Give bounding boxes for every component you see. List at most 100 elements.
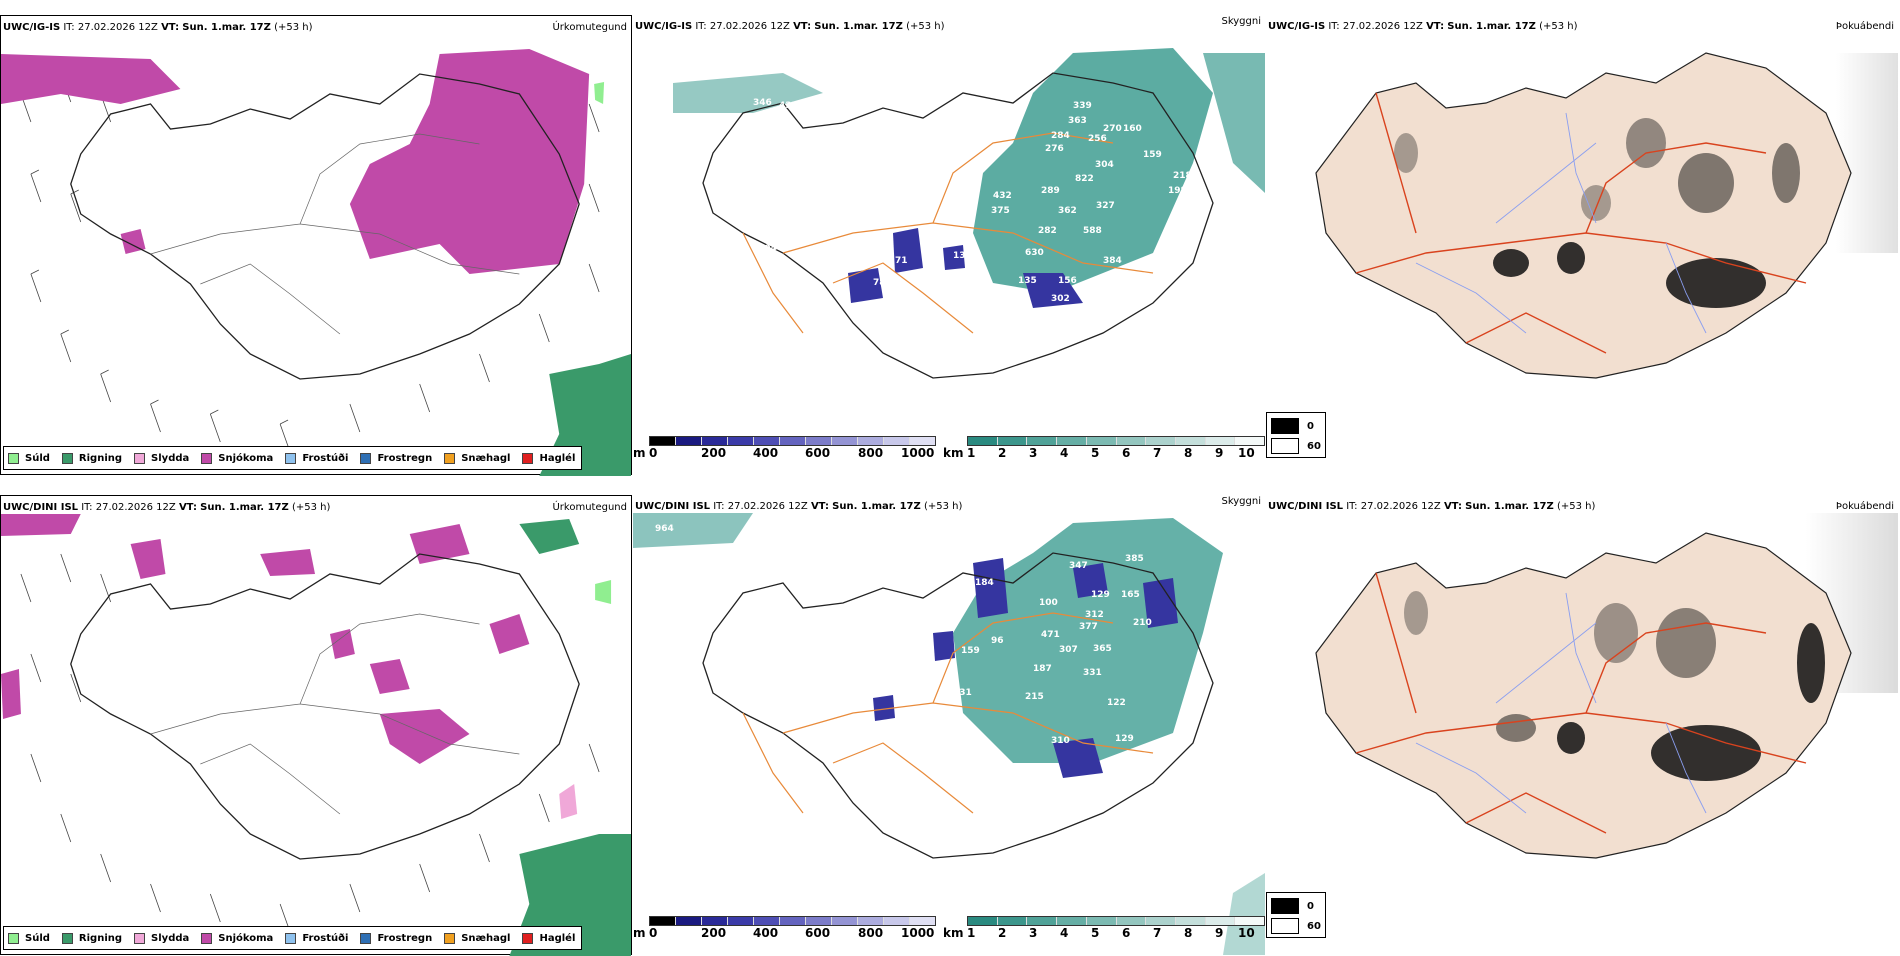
cloud-panel-bottom: UWC/DINI ISL IT: 27.02.2026 12Z VT: Sun.…	[633, 495, 1265, 955]
map-label: 307	[1059, 645, 1078, 655]
colorbar	[967, 916, 1265, 926]
tick-label: 6	[1122, 446, 1131, 460]
map-label: 210	[1133, 618, 1152, 628]
precip-legend: Súld Rigning Slydda Snjókoma Frostúði Fr…	[3, 446, 583, 470]
map-label: 122	[1107, 698, 1126, 708]
map-label: 302	[1051, 294, 1070, 304]
it-label: IT:	[63, 22, 75, 33]
legend-item: Snjókoma	[201, 452, 273, 464]
tick-label: 9	[1215, 446, 1224, 460]
precip-panel-bottom: UWC/DINI ISL IT: 27.02.2026 12Z VT: Sun.…	[0, 495, 632, 956]
model-name: UWC/DINI ISL	[3, 502, 79, 513]
tick-label: 800	[858, 446, 884, 460]
lead-time: (+53 h)	[274, 22, 313, 33]
freezing-drizzle-swatch	[285, 452, 297, 464]
tick-label: 4	[1060, 446, 1069, 460]
map-label: 100	[1039, 598, 1058, 608]
snow-area	[1, 54, 181, 104]
map-label: 165	[1121, 590, 1140, 600]
fog-swatch-light	[1271, 438, 1299, 454]
map-label: 159	[961, 646, 980, 656]
map-label: 156	[1058, 276, 1077, 286]
map-label: 471	[1041, 630, 1060, 640]
roads	[150, 133, 520, 335]
panel-header: UWC/IG-IS IT: 27.02.2026 12Z VT: Sun. 1.…	[635, 16, 1261, 32]
fog-swatch-light	[1271, 918, 1299, 934]
map-label: 138	[953, 251, 972, 261]
map-label: 304	[758, 244, 777, 254]
map-label: 964	[655, 524, 674, 534]
fog-legend-top: 0 60	[1266, 412, 1326, 458]
tick-label: 4	[1060, 926, 1069, 940]
colorbar-unit: m	[633, 926, 646, 940]
map-label: 129	[1091, 590, 1110, 600]
cloud-base-colorbar-bottom: m 0 200 400 600 800 1000	[633, 916, 936, 940]
cloud-panel-top: UWC/IG-IS IT: 27.02.2026 12Z VT: Sun. 1.…	[633, 15, 1265, 475]
panel-title: Skyggni	[1221, 496, 1261, 507]
tick-label: 2	[998, 446, 1007, 460]
map-label: 218	[1173, 171, 1192, 181]
map-label: 331	[1083, 668, 1102, 678]
tick-label: 1000	[901, 446, 935, 460]
panel-title: Úrkomutegund	[552, 502, 627, 513]
tick-label: 10	[1238, 926, 1255, 940]
precip-map	[1, 49, 631, 476]
colorbar-unit: km	[943, 446, 964, 460]
legend-item: Frostúði	[285, 452, 348, 464]
panel-header: UWC/IG-IS IT: 27.02.2026 12Z VT: Sun. 1.…	[3, 22, 627, 33]
tick-label: 10	[1238, 446, 1255, 460]
panel-header: UWC/DINI ISL IT: 27.02.2026 12Z VT: Sun.…	[1268, 501, 1894, 512]
cloud-map: 347 385 184 129 165 100 312 377 471 307 …	[633, 513, 1265, 955]
fog-panel-top: UWC/IG-IS IT: 27.02.2026 12Z VT: Sun. 1.…	[1266, 15, 1898, 475]
map-label: 365	[1093, 644, 1112, 654]
fog-legend-bottom: 0 60	[1266, 892, 1326, 938]
map-label: 129	[1115, 734, 1134, 744]
iceland-outline	[70, 73, 580, 380]
it-value: 27.02.2026 12Z	[77, 22, 158, 33]
legend-item: Snæhagl	[444, 452, 510, 464]
legend-item: Rigning	[61, 452, 122, 464]
colorbar	[649, 436, 936, 446]
map-label: 588	[1083, 226, 1102, 236]
precip-map	[1, 514, 631, 956]
tick-label: 200	[701, 926, 727, 940]
legend-item: Frostregn	[360, 452, 432, 464]
map-label: 385	[1125, 554, 1144, 564]
tick-label: 9	[1215, 926, 1224, 940]
model-name: UWC/IG-IS	[635, 21, 693, 32]
map-label: 71	[895, 256, 908, 266]
map-label: 159	[1143, 150, 1162, 160]
model-name: UWC/IG-IS	[1268, 21, 1326, 32]
tick-label: 800	[858, 926, 884, 940]
tick-label: 0	[649, 446, 658, 460]
fog-swatch-dark	[1271, 898, 1299, 914]
model-name: UWC/DINI ISL	[1268, 501, 1344, 512]
map-label: 135	[1018, 276, 1037, 286]
map-label: 375	[991, 206, 1010, 216]
tick-label: 5	[1091, 926, 1100, 940]
map-label: 198	[1168, 186, 1187, 196]
map-label: 215	[1025, 692, 1044, 702]
visibility-colorbar-bottom: km 1 2 3 4 5 6 7 8 9 10	[943, 916, 1265, 940]
panel-title: Þokuábendi	[1835, 501, 1894, 512]
legend-item: Súld	[8, 452, 50, 464]
map-label: 256	[1088, 134, 1107, 144]
model-name: UWC/IG-IS	[3, 22, 61, 33]
precip-panel-top: UWC/IG-IS IT: 27.02.2026 12Z VT: Sun. 1.…	[0, 15, 632, 476]
map-label: 160	[1123, 124, 1142, 134]
tick-label: 3	[1029, 446, 1038, 460]
panel-title: Skyggni	[1221, 16, 1261, 27]
legend-item: Slydda	[134, 452, 189, 464]
map-label: 327	[1096, 201, 1115, 211]
map-label: 822	[1075, 174, 1094, 184]
map-label: 78	[873, 278, 886, 288]
vt-label: VT:	[161, 22, 180, 33]
precip-legend: Súld Rigning Slydda Snjókoma Frostúði Fr…	[3, 926, 583, 950]
tick-label: 5	[1091, 446, 1100, 460]
tick-label: 1000	[901, 926, 935, 940]
map-label: 304	[1095, 160, 1114, 170]
map-label: 96	[991, 636, 1004, 646]
fog-map	[1315, 52, 1898, 379]
fog-panel-bottom: UWC/DINI ISL IT: 27.02.2026 12Z VT: Sun.…	[1266, 495, 1898, 955]
tick-label: 3	[1029, 926, 1038, 940]
